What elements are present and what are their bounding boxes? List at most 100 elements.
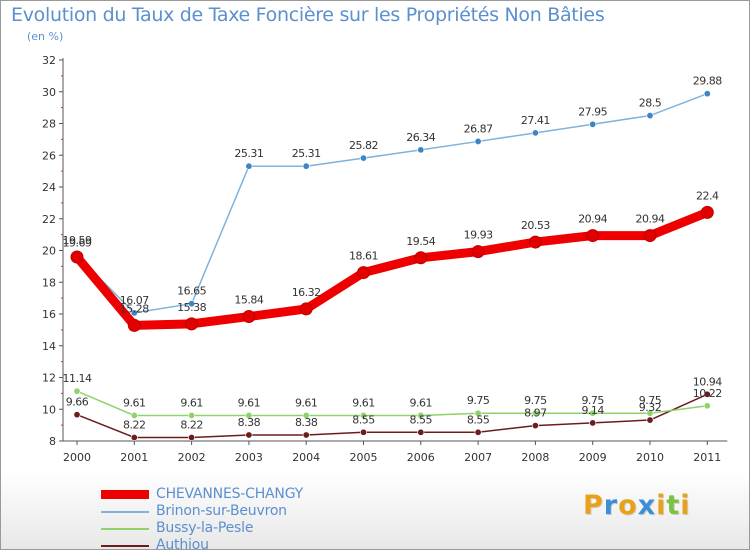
data-point-authiou — [417, 428, 425, 436]
data-point-chevannes-changy — [414, 251, 428, 265]
data-point-brinon-sur-beuvron — [130, 309, 138, 317]
y-tick-label: 30 — [42, 86, 56, 99]
y-tick-label: 14 — [42, 340, 56, 353]
x-tick-label: 2004 — [292, 451, 320, 464]
data-label-brinon-sur-beuvron: 29.88 — [693, 75, 722, 88]
data-point-chevannes-changy — [70, 250, 84, 264]
data-point-bussy-la-pesle — [417, 411, 425, 419]
data-point-brinon-sur-beuvron — [245, 162, 253, 170]
y-tick-label: 12 — [42, 372, 56, 385]
data-point-chevannes-changy — [242, 310, 256, 324]
data-point-authiou — [130, 434, 138, 442]
data-point-bussy-la-pesle — [188, 411, 196, 419]
x-tick-label: 2010 — [636, 451, 664, 464]
data-label-chevannes-changy: 19.54 — [406, 235, 435, 248]
data-point-authiou — [646, 416, 654, 424]
data-point-authiou — [589, 419, 597, 427]
y-tick-label: 32 — [42, 54, 56, 67]
x-tick-label: 2006 — [407, 451, 435, 464]
axes: 8 10 12 14 16 18 20 22 24 26 28 30 32 2000 2001 2002 200… — [42, 54, 728, 464]
data-point-brinon-sur-beuvron — [589, 120, 597, 128]
logo-letter: r — [603, 490, 619, 521]
x-tick-label: 2009 — [579, 451, 607, 464]
series-lines — [72, 92, 712, 439]
y-tick-label: 20 — [42, 245, 56, 258]
proxiti-logo: Proxiti — [583, 490, 691, 521]
y-tick-label: 16 — [42, 308, 56, 321]
y-tick-label: 26 — [42, 149, 56, 162]
data-label-chevannes-changy: 16.32 — [292, 286, 321, 299]
data-label-bussy-la-pesle: 10.22 — [693, 387, 722, 400]
data-point-brinon-sur-beuvron — [417, 146, 425, 154]
data-point-authiou — [359, 428, 367, 436]
data-point-brinon-sur-beuvron — [302, 162, 310, 170]
data-point-bussy-la-pesle — [302, 411, 310, 419]
data-label-chevannes-changy: 20.53 — [521, 219, 550, 232]
data-point-bussy-la-pesle — [73, 387, 81, 395]
data-point-chevannes-changy — [357, 266, 370, 280]
y-unit-label: (en %) — [27, 30, 64, 43]
data-label-bussy-la-pesle: 9.75 — [524, 394, 547, 407]
legend-swatch-authiou — [101, 545, 149, 547]
data-point-authiou — [188, 434, 196, 442]
data-point-bussy-la-pesle — [245, 411, 253, 419]
data-label-bussy-la-pesle: 9.61 — [180, 396, 203, 409]
data-label-bussy-la-pesle: 9.61 — [410, 396, 433, 409]
data-label-bussy-la-pesle: 11.14 — [63, 372, 92, 385]
data-label-chevannes-changy: 19.59 — [63, 234, 92, 247]
data-point-chevannes-changy — [700, 205, 714, 219]
logo-letter: x — [637, 490, 657, 521]
legend-label-brinon-sur-beuvron: Brinon-sur-Beuvron — [156, 503, 287, 519]
data-point-authiou — [245, 431, 253, 439]
x-tick-label: 2002 — [178, 451, 206, 464]
data-point-brinon-sur-beuvron — [188, 300, 196, 308]
data-point-bussy-la-pesle — [531, 409, 539, 417]
data-label-authiou: 8.22 — [123, 419, 146, 432]
data-label-bussy-la-pesle: 9.75 — [581, 394, 604, 407]
legend-swatch-brinon-sur-beuvron — [101, 511, 149, 513]
y-tick-label: 18 — [42, 276, 56, 289]
data-point-bussy-la-pesle — [359, 411, 367, 419]
data-label-authiou: 8.55 — [410, 413, 433, 426]
x-tick-label: 2008 — [521, 451, 549, 464]
data-point-chevannes-changy — [185, 317, 199, 331]
data-point-authiou — [302, 431, 310, 439]
data-label-authiou: 9.66 — [66, 396, 89, 409]
data-point-brinon-sur-beuvron — [646, 112, 654, 120]
data-label-brinon-sur-beuvron: 16.07 — [120, 294, 149, 307]
data-label-chevannes-changy: 15.38 — [177, 301, 206, 314]
data-point-brinon-sur-beuvron — [359, 154, 367, 162]
y-tick-label: 10 — [42, 403, 56, 416]
data-point-authiou — [703, 390, 711, 398]
legend-swatch-chevannes-changy — [101, 490, 149, 499]
data-point-bussy-la-pesle — [130, 411, 138, 419]
data-label-authiou: 8.22 — [180, 419, 203, 432]
x-tick-label: 2000 — [63, 451, 91, 464]
x-tick-label: 2011 — [693, 451, 721, 464]
data-point-authiou — [531, 422, 539, 430]
x-tick-label: 2007 — [464, 451, 492, 464]
x-tick-label: 2003 — [235, 451, 263, 464]
data-label-brinon-sur-beuvron: 25.31 — [292, 147, 321, 160]
data-point-chevannes-changy — [528, 235, 542, 249]
data-label-brinon-sur-beuvron: 26.87 — [464, 122, 493, 135]
legend-label-bussy-la-pesle: Bussy-la-Pesle — [156, 520, 254, 536]
data-labels: 9.66 8.22 8.22 8.38 8.38 8.55 8.55 8.55 8.97 9.14… — [63, 75, 723, 432]
data-point-chevannes-changy — [586, 229, 600, 243]
series-line-bussy-la-pesle — [76, 390, 709, 417]
data-point-chevannes-changy — [127, 318, 141, 332]
data-label-authiou: 10.94 — [693, 375, 722, 388]
data-label-authiou: 9.14 — [581, 404, 604, 417]
data-label-brinon-sur-beuvron: 28.5 — [639, 97, 662, 110]
data-point-chevannes-changy — [299, 302, 313, 316]
data-label-authiou: 8.38 — [238, 416, 261, 429]
series-line-authiou — [76, 393, 709, 439]
data-label-brinon-sur-beuvron: 27.95 — [578, 105, 607, 118]
y-tick-label: 22 — [42, 213, 56, 226]
data-label-chevannes-changy: 22.4 — [696, 189, 719, 202]
data-label-bussy-la-pesle: 9.61 — [123, 396, 146, 409]
data-label-authiou: 8.97 — [524, 407, 547, 420]
x-tick-label: 2005 — [350, 451, 378, 464]
